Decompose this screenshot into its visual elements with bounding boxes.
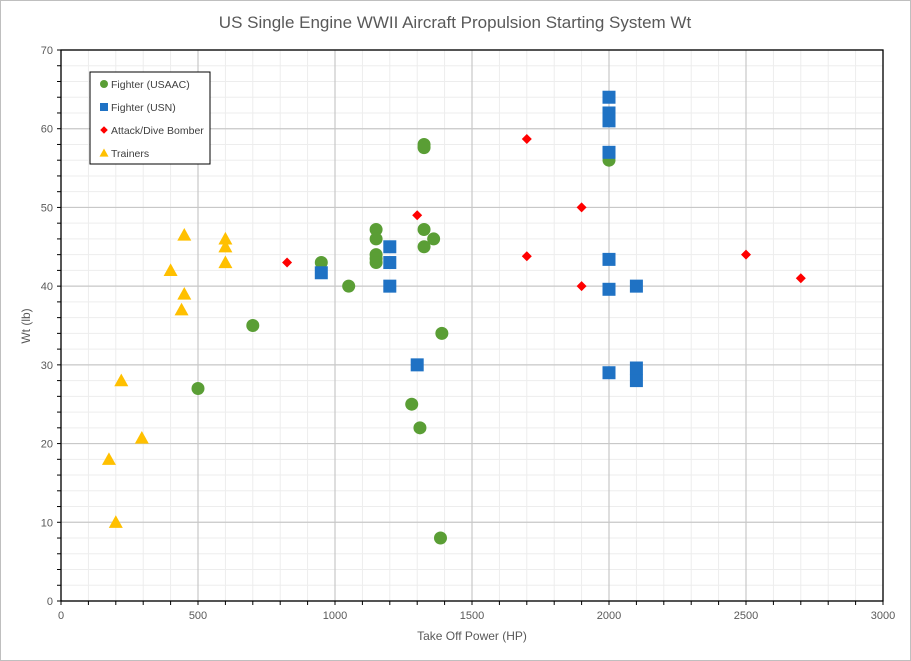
legend-marker-square [100,103,108,111]
data-point-square [629,279,643,293]
data-point-square [629,374,643,388]
data-points [101,90,806,545]
data-point-circle [413,421,427,435]
data-point-square [602,114,616,128]
minor-tick-marks [57,49,884,605]
legend-box [89,71,211,165]
y-tick-label: 0 [47,596,53,608]
data-point-diamond [795,273,806,284]
data-point-circle [369,232,383,246]
series-circle [191,137,616,545]
data-point-triangle [218,255,233,269]
data-point-circle [433,531,447,545]
series-diamond [282,133,806,292]
data-point-circle [405,397,419,411]
y-axis-title: Wt (lb) [19,308,33,343]
data-point-diamond [521,133,532,144]
data-point-circle [191,381,205,395]
y-tick-label: 60 [41,124,53,136]
x-tick-label: 1000 [323,610,347,622]
x-tick-label: 2500 [734,610,758,622]
legend-label: Attack/Dive Bomber [111,125,204,137]
data-point-triangle [218,239,233,253]
data-point-diamond [576,281,587,292]
x-tick-label: 0 [58,610,64,622]
data-point-circle [342,279,356,293]
legend: Fighter (USAAC) Fighter (USN) Attack/Dive … [89,71,211,165]
data-point-triangle [114,373,129,387]
y-tick-label: 20 [41,439,53,451]
data-point-square [383,256,397,270]
y-tick-label: 70 [41,45,53,57]
data-point-circle [369,256,383,270]
data-point-square [602,366,616,380]
data-point-diamond [282,257,293,268]
data-point-diamond [741,249,751,260]
data-point-square [383,279,397,293]
data-point-triangle [177,227,192,241]
data-point-circle [314,256,328,270]
data-point-square [383,240,397,254]
data-point-triangle [163,263,178,276]
legend-label: Fighter (USAAC) [111,79,190,91]
y-tick-label: 40 [41,281,53,293]
data-point-circle [417,141,431,155]
data-point-triangle [108,515,123,528]
data-point-square [314,266,328,280]
data-point-square [602,282,616,296]
data-point-square [602,90,616,104]
x-axis-title: Take Off Power (HP) [417,629,527,643]
legend-label: Trainers [111,148,149,160]
series-triangle [101,227,233,528]
data-point-diamond [576,202,587,213]
x-tick-label: 500 [189,610,207,622]
y-axis-tick-labels: 0 10 20 30 40 50 60 70 [41,45,53,608]
legend-marker-circle [100,80,108,88]
legend-label: Fighter (USN) [111,102,176,114]
data-point-triangle [177,287,192,300]
data-point-square [602,145,616,159]
data-point-circle [246,319,260,332]
data-point-diamond [412,210,423,221]
x-tick-label: 2000 [597,610,621,622]
y-tick-label: 50 [41,202,53,214]
data-point-circle [417,222,431,236]
data-point-triangle [101,452,116,465]
data-point-diamond [521,251,532,262]
data-point-circle [435,326,449,340]
data-point-square [629,361,643,375]
x-axis-tick-labels: 0 500 1000 1500 2000 2500 3000 [58,610,895,622]
data-point-triangle [218,231,233,245]
x-tick-label: 1500 [460,610,484,622]
y-tick-label: 30 [41,360,53,372]
y-tick-label: 10 [41,517,53,529]
series-square [314,90,643,388]
x-tick-label: 3000 [871,610,895,622]
legend-marker-diamond [100,126,108,134]
legend-marker-triangle [99,148,109,157]
data-point-circle [369,222,383,236]
data-point-square [602,252,616,266]
data-point-square [410,358,424,372]
data-point-triangle [134,431,149,444]
chart-title: US Single Engine WWII Aircraft Propulsio… [219,13,692,32]
data-point-triangle [174,302,189,316]
data-point-circle [417,240,431,254]
data-point-circle [427,232,441,246]
